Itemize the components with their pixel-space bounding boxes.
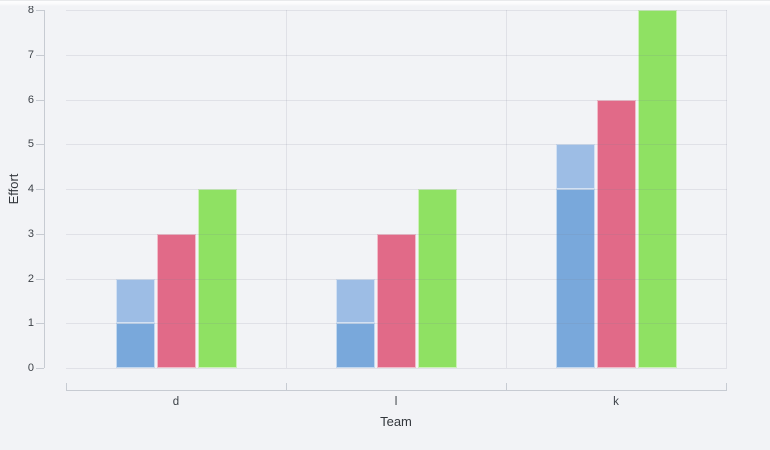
bar-blue-lower-k[interactable]	[555, 189, 595, 368]
gridline-h-5	[66, 144, 727, 146]
bar-green-d[interactable]	[197, 189, 237, 368]
y-axis-tick-0	[36, 368, 44, 369]
bar-blue-lower-l[interactable]	[335, 323, 375, 368]
x-axis-tick-2	[506, 383, 507, 391]
bar-green-k[interactable]	[637, 10, 677, 368]
gridline-h-7	[66, 54, 727, 56]
y-axis-tick-7	[36, 54, 44, 56]
gridline-h-0	[66, 368, 727, 369]
y-axis-tick-1	[36, 323, 44, 325]
x-tick-label-d: d	[172, 396, 180, 408]
gridline-h-3	[66, 233, 727, 235]
gridline-h-6	[66, 99, 727, 101]
y-tick-label-6: 6	[27, 93, 34, 106]
y-axis-tick-4	[36, 189, 44, 190]
gridline-h-2	[66, 278, 727, 280]
x-axis-tick-3	[726, 383, 727, 391]
y-tick-label-3: 3	[27, 227, 34, 240]
y-axis-line	[44, 10, 45, 368]
y-axis-tick-6	[36, 99, 44, 101]
y-axis-tick-8	[36, 10, 44, 11]
bar-blue-upper-d[interactable]	[115, 278, 155, 324]
gridline-v-3	[726, 10, 727, 368]
bar-blue-lower-d[interactable]	[115, 323, 155, 368]
bar-pink-k[interactable]	[596, 99, 636, 368]
y-axis-tick-3	[36, 233, 44, 235]
bar-blue-upper-k[interactable]	[555, 144, 595, 189]
window-top-edge	[0, 0, 770, 6]
y-tick-label-0: 0	[27, 362, 34, 374]
bar-green-l[interactable]	[417, 189, 457, 368]
x-tick-label-k: k	[613, 396, 619, 408]
gridline-v-1	[286, 10, 287, 368]
gridline-h-1	[66, 323, 727, 325]
gridline-h-8	[66, 10, 727, 11]
x-axis-tick-0	[66, 383, 67, 391]
y-axis-tick-2	[36, 278, 44, 280]
bar-pink-d[interactable]	[156, 233, 196, 368]
bar-blue-upper-l[interactable]	[335, 278, 375, 324]
y-tick-label-1: 1	[27, 317, 34, 330]
y-tick-label-5: 5	[27, 138, 34, 151]
x-axis-line	[66, 390, 727, 391]
x-tick-label-l: l	[394, 396, 398, 408]
x-axis-tick-1	[286, 383, 287, 391]
gridline-v-2	[506, 10, 507, 368]
bar-pink-l[interactable]	[376, 233, 416, 368]
x-axis-title: Team	[380, 414, 412, 429]
y-tick-label-4: 4	[27, 183, 34, 195]
y-tick-label-7: 7	[27, 48, 34, 61]
y-tick-label-2: 2	[27, 272, 34, 285]
gridline-h-4	[66, 189, 727, 190]
y-tick-label-8: 8	[27, 4, 34, 16]
y-axis-tick-5	[36, 144, 44, 146]
